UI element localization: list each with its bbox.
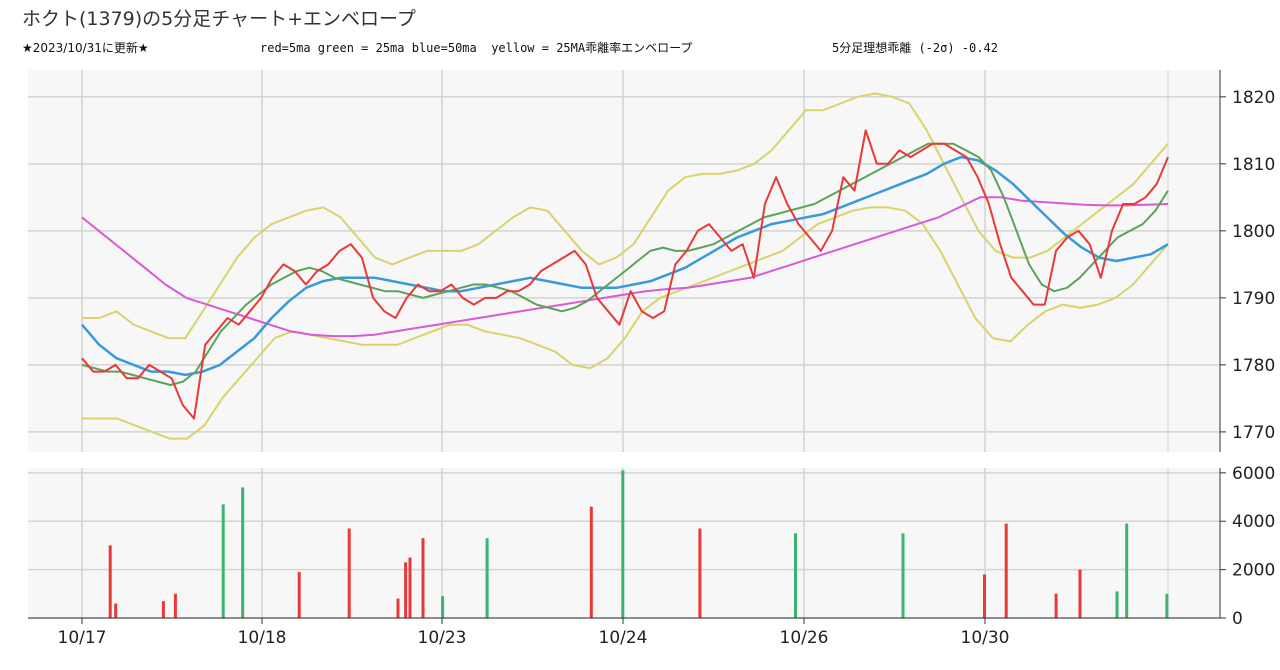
volume-bar xyxy=(1165,593,1169,618)
volume-bar xyxy=(108,545,112,618)
volume-bar xyxy=(621,470,625,618)
x-axis: 10/17 10/18 10/23 10/24 10/26 10/30 xyxy=(28,617,1220,648)
volume-bar xyxy=(114,603,118,618)
volume-bar xyxy=(404,562,408,618)
series-line-5ma xyxy=(81,129,1169,420)
price-tick-label: 1810 xyxy=(1232,155,1275,175)
volume-bar xyxy=(408,557,412,618)
x-tick-label: 10/17 xyxy=(58,628,107,648)
x-tick-label: 10/24 xyxy=(599,628,648,648)
moving-average-legend: red=5ma green = 25ma blue=50ma yellow = … xyxy=(260,41,693,55)
volume-bar xyxy=(441,596,445,618)
volume-bar xyxy=(901,533,905,618)
chart-title: ホクト(1379)の5分足チャート+エンベロープ xyxy=(22,8,416,30)
price-panel: 1770 1780 1790 1800 1810 1820 xyxy=(28,70,1275,452)
volume-bar xyxy=(1125,523,1129,618)
volume-bar xyxy=(347,528,351,618)
volume-bar xyxy=(794,533,797,618)
price-tick-label: 1800 xyxy=(1232,222,1275,242)
volume-bar xyxy=(396,598,400,618)
volume-bar xyxy=(1004,523,1008,618)
x-tick-label: 10/18 xyxy=(238,628,287,648)
volume-tick-label: 2000 xyxy=(1232,561,1275,581)
volume-bar xyxy=(421,538,425,618)
volume-bar xyxy=(485,538,489,618)
volume-bar xyxy=(221,504,225,618)
volume-bar xyxy=(1078,569,1082,618)
volume-bar xyxy=(161,601,165,618)
volume-tick-label: 4000 xyxy=(1232,512,1275,532)
series-line-envelope_upper xyxy=(82,92,1169,340)
volume-bar xyxy=(173,593,177,618)
volume-tick-label: 6000 xyxy=(1232,464,1275,484)
volume-bar xyxy=(297,572,301,618)
volume-bar xyxy=(983,574,986,618)
x-tick-label: 10/30 xyxy=(961,628,1010,648)
update-date: ★2023/10/31に更新★ xyxy=(22,41,149,55)
volume-bar xyxy=(1115,591,1119,618)
price-tick-label: 1790 xyxy=(1232,289,1275,309)
price-tick-label: 1770 xyxy=(1232,423,1275,443)
series-line-25ma xyxy=(81,142,1169,386)
price-tick-label: 1820 xyxy=(1232,88,1275,108)
volume-tick-label: 0 xyxy=(1232,609,1243,629)
ideal-deviation-label: 5分足理想乖離 (-2σ) -0.42 xyxy=(832,41,998,55)
x-tick-label: 10/26 xyxy=(780,628,829,648)
volume-bar xyxy=(589,506,593,618)
volume-bar xyxy=(1054,593,1058,618)
price-panel-background xyxy=(28,70,1220,452)
price-tick-label: 1780 xyxy=(1232,356,1275,376)
volume-bar xyxy=(698,528,702,618)
volume-bar xyxy=(241,487,245,618)
volume-panel: 0 2000 4000 6000 xyxy=(28,464,1275,629)
series-line-envelope_lower xyxy=(82,206,1169,440)
x-tick-label: 10/23 xyxy=(418,628,467,648)
